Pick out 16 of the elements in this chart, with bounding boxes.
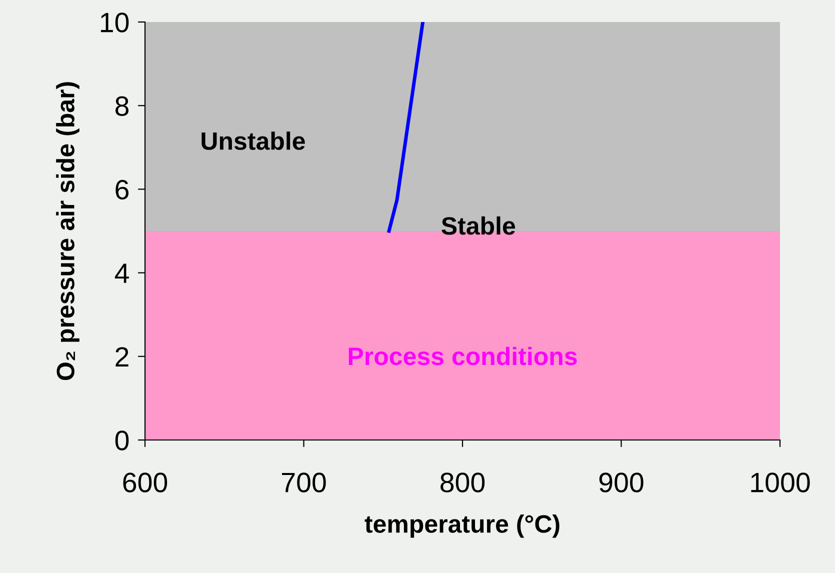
y-tick-label: 0 — [115, 430, 129, 450]
annotation: Unstable — [202, 132, 305, 150]
y-axis-title: O₂ pressure air side (bar) — [56, 82, 80, 380]
x-tick-label: 800 — [440, 472, 485, 492]
y-tick-label: 10 — [100, 12, 129, 32]
x-tick-label: 700 — [282, 472, 326, 492]
band-label: Process conditions — [348, 346, 577, 366]
y-tick-label: 4 — [114, 264, 129, 283]
x-tick-label: 900 — [599, 472, 644, 492]
y-tick-label: 8 — [115, 96, 129, 116]
annotation: Stable — [442, 216, 516, 235]
y-tick-label: 2 — [116, 347, 128, 366]
x-tick-label: 1000 — [751, 472, 810, 492]
x-axis-title: temperature (°C) — [364, 514, 560, 538]
x-tick-label: 600 — [123, 472, 168, 492]
y-tick-label: 6 — [116, 180, 129, 200]
